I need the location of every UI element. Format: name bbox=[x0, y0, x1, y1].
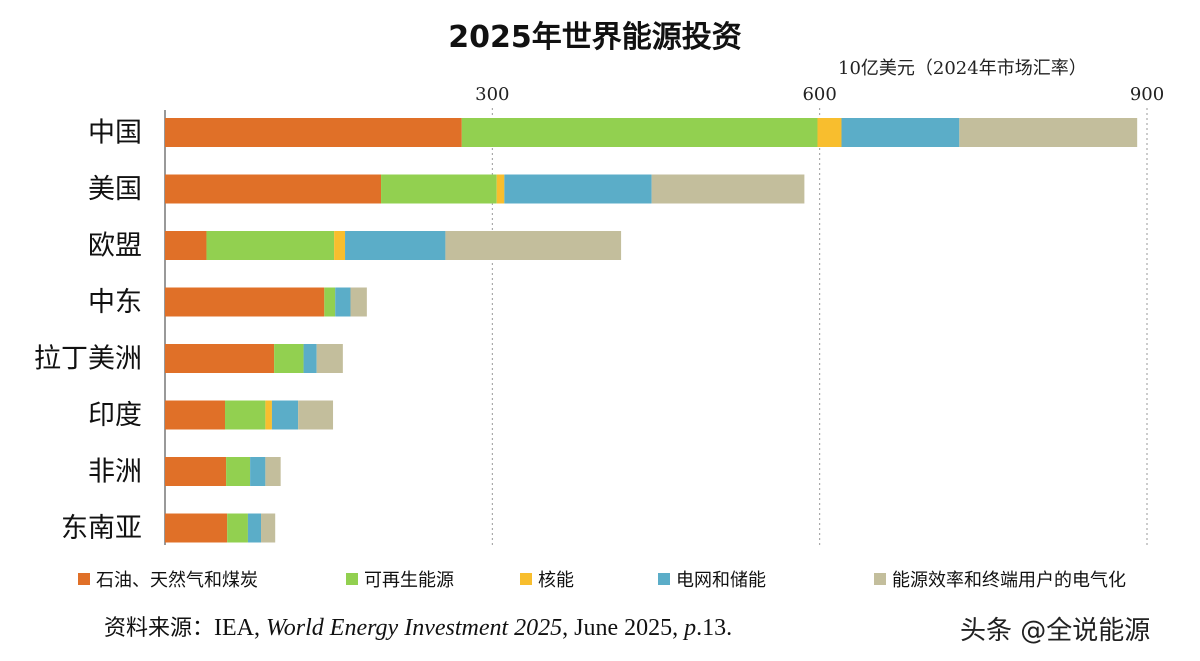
category-label: 中国 bbox=[88, 118, 142, 149]
x-tick-label-900: 900 bbox=[1130, 84, 1164, 105]
category-label: 美国 bbox=[88, 174, 142, 205]
bar-segment bbox=[461, 118, 818, 147]
legend-label: 石油、天然气和煤炭 bbox=[96, 570, 258, 591]
bar-segment bbox=[274, 344, 304, 373]
legend-item: 电网和储能 bbox=[658, 566, 766, 592]
bar-segment bbox=[445, 231, 622, 260]
legend: 石油、天然气和煤炭 可再生能源 核能 电网和储能 能源效率和终端用户的电气化 bbox=[78, 566, 1198, 592]
bar-segment bbox=[247, 513, 262, 543]
bar-segment bbox=[350, 287, 367, 317]
bar-segment bbox=[504, 174, 652, 204]
legend-item: 核能 bbox=[520, 566, 574, 592]
bar-segment bbox=[841, 118, 960, 147]
bar-segment bbox=[250, 457, 266, 486]
unit-label: 10亿美元（2024年市场汇率） bbox=[838, 58, 1087, 79]
bar-segment bbox=[324, 287, 336, 317]
category-label: 东南亚 bbox=[61, 513, 142, 544]
source-text-end: .13. bbox=[696, 615, 733, 641]
legend-swatch bbox=[658, 573, 670, 585]
source-italic-title: World Energy Investment 2025 bbox=[266, 615, 563, 641]
bar-segment bbox=[335, 287, 351, 317]
x-tick-label-300: 300 bbox=[475, 84, 509, 105]
bar-segment bbox=[165, 457, 227, 486]
bar-segment bbox=[316, 344, 343, 373]
chart-title: 2025年世界能源投资 bbox=[448, 20, 742, 55]
legend-label: 电网和储能 bbox=[676, 570, 766, 591]
bar-segment bbox=[165, 174, 382, 204]
bar-segment bbox=[959, 118, 1138, 147]
bar-segment bbox=[817, 118, 842, 147]
bar-segment bbox=[165, 231, 207, 260]
bar-segment bbox=[165, 287, 325, 317]
legend-label: 能源效率和终端用户的电气化 bbox=[892, 570, 1126, 591]
legend-label: 核能 bbox=[538, 570, 574, 591]
bar-segment bbox=[381, 174, 497, 204]
legend-swatch bbox=[520, 573, 532, 585]
legend-swatch bbox=[346, 573, 358, 585]
legend-item: 可再生能源 bbox=[346, 566, 454, 592]
category-label: 欧盟 bbox=[88, 231, 142, 262]
bar-segment bbox=[225, 400, 266, 430]
bar-segment bbox=[227, 513, 248, 543]
bar-segment bbox=[651, 174, 805, 204]
bar-segment bbox=[226, 457, 251, 486]
source-text-before: IEA, bbox=[214, 615, 266, 641]
bar-segment bbox=[165, 344, 275, 373]
category-label: 印度 bbox=[88, 400, 142, 431]
legend-swatch bbox=[78, 573, 90, 585]
category-label: 拉丁美洲 bbox=[34, 344, 142, 375]
bar-segment bbox=[345, 231, 446, 260]
bar-segment bbox=[496, 174, 505, 204]
source-note: 资料来源：IEA, World Energy Investment 2025, … bbox=[104, 610, 732, 642]
bar-segment bbox=[206, 231, 335, 260]
watermark: 头条 @全说能源 bbox=[960, 616, 1151, 646]
bar-segment bbox=[261, 513, 276, 543]
bar-segment bbox=[298, 400, 334, 430]
source-italic-p: p bbox=[684, 615, 697, 641]
source-text-middle: , June 2025, bbox=[562, 615, 685, 641]
legend-item: 石油、天然气和煤炭 bbox=[78, 566, 258, 592]
bar-segment bbox=[271, 400, 299, 430]
bar-segment bbox=[303, 344, 317, 373]
legend-item: 能源效率和终端用户的电气化 bbox=[874, 566, 1126, 592]
bar-segment bbox=[165, 513, 228, 543]
bar-segment bbox=[265, 457, 281, 486]
bar-segment bbox=[165, 118, 462, 147]
bar-segment bbox=[165, 400, 226, 430]
bar-segment bbox=[334, 231, 346, 260]
category-label: 中东 bbox=[88, 287, 142, 318]
legend-swatch bbox=[874, 573, 886, 585]
bar-segment bbox=[265, 400, 272, 430]
category-label: 非洲 bbox=[88, 457, 142, 488]
x-tick-label-600: 600 bbox=[802, 84, 836, 105]
legend-label: 可再生能源 bbox=[364, 570, 454, 591]
source-prefix: 资料来源： bbox=[104, 616, 215, 641]
